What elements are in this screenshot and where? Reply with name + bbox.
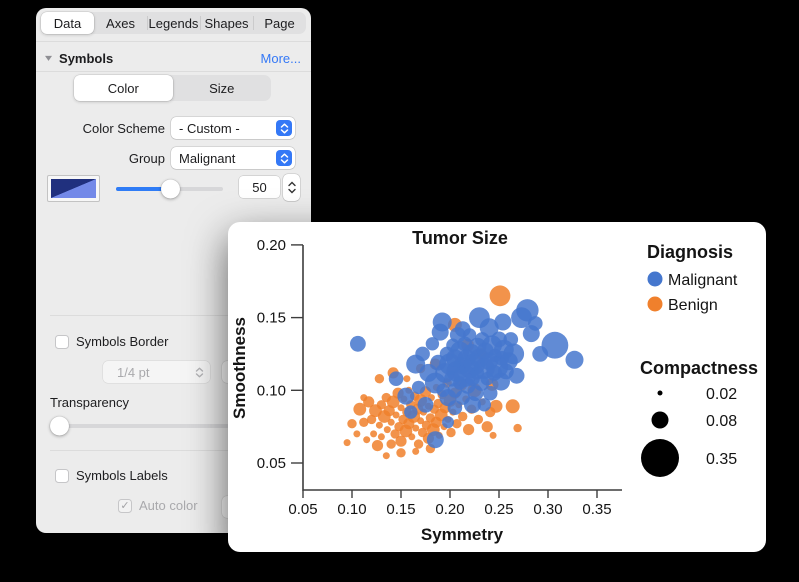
size-legend-label-medium: 0.08: [706, 413, 737, 430]
size-legend-bubble-medium: [651, 411, 669, 429]
svg-text:0.10: 0.10: [257, 382, 286, 399]
color-well[interactable]: [47, 175, 100, 202]
tab-axes[interactable]: Axes: [106, 15, 135, 31]
benign-legend-label: Benign: [668, 297, 718, 314]
color-scheme-value: - Custom -: [179, 120, 240, 136]
symbols-labels-label: Symbols Labels: [76, 468, 168, 483]
popup-arrows-icon: [276, 150, 292, 166]
size-legend-label-small: 0.02: [706, 386, 737, 403]
x-axis-ticks: 0.05 0.10 0.15 0.20 0.25 0.30 0.35: [288, 490, 612, 518]
auto-color-label: Auto color: [139, 498, 198, 513]
group-label: Group: [128, 150, 165, 166]
tab-data[interactable]: Data: [41, 12, 94, 34]
symbols-border-checkbox[interactable]: [55, 334, 69, 349]
divider: [50, 450, 311, 451]
symbols-section-header: ▾ Symbols More...: [44, 48, 301, 68]
scatter-points: [343, 285, 584, 460]
slider-fill: [116, 187, 170, 191]
color-size-segmented-control: Color Size: [74, 75, 271, 101]
chevron-down-icon[interactable]: ▾: [44, 52, 53, 64]
scatter-plot[interactable]: Tumor Size 0.05 0.10 0.15 0.20 0.25 0.30 0.35 …: [228, 222, 766, 552]
symbols-labels-checkbox[interactable]: [55, 468, 69, 483]
svg-text:0.35: 0.35: [582, 501, 611, 518]
y-axis-ticks: 0.05 0.10 0.15 0.20: [257, 237, 303, 472]
malignant-legend-marker: [647, 271, 663, 287]
auto-color-checkbox[interactable]: ✓: [118, 498, 132, 513]
diagnosis-legend-title: Diagnosis: [647, 242, 733, 262]
segment-size[interactable]: Size: [209, 80, 235, 96]
svg-text:0.05: 0.05: [288, 501, 317, 518]
symbols-border-row: Symbols Border: [55, 334, 168, 349]
divider: [36, 41, 311, 42]
tab-legends[interactable]: Legends: [147, 12, 200, 34]
group-row: Group Malignant: [36, 147, 295, 169]
transparency-slider[interactable]: [50, 416, 229, 436]
slider-thumb[interactable]: [161, 179, 180, 199]
chart-title: Tumor Size: [412, 228, 508, 248]
segment-color[interactable]: Color: [74, 75, 173, 101]
border-width-value: 1/4 pt: [117, 364, 150, 380]
symbol-size-slider[interactable]: [116, 179, 223, 199]
chart-card: Tumor Size 0.05 0.10 0.15 0.20 0.25 0.30 0.35 …: [228, 222, 766, 552]
transparency-label: Transparency: [50, 395, 129, 410]
tab-page[interactable]: Page: [253, 12, 306, 34]
more-link[interactable]: More...: [260, 50, 301, 66]
size-legend-title: Compactness: [640, 358, 758, 378]
popup-arrows-icon: [276, 120, 292, 136]
y-axis-title: Smoothness: [230, 317, 249, 419]
color-scheme-dropdown[interactable]: - Custom -: [171, 117, 295, 139]
svg-text:0.05: 0.05: [257, 455, 286, 472]
color-scheme-label: Color Scheme: [82, 120, 165, 136]
stepper-up-icon: [287, 181, 296, 187]
symbol-size-field[interactable]: 50: [239, 176, 280, 198]
svg-text:0.20: 0.20: [435, 501, 464, 518]
divider: [36, 71, 311, 72]
slider-thumb[interactable]: [50, 416, 69, 436]
svg-text:0.10: 0.10: [337, 501, 366, 518]
divider: [50, 315, 311, 316]
group-value: Malignant: [179, 150, 236, 166]
auto-color-row: ✓ Auto color: [118, 498, 198, 513]
size-legend-bubble-small: [657, 390, 663, 396]
stepper-down-icon: [287, 188, 296, 194]
size-legend-label-large: 0.35: [706, 451, 737, 468]
malignant-legend-label: Malignant: [668, 272, 738, 289]
section-title: Symbols: [59, 50, 114, 66]
tab-shapes[interactable]: Shapes: [200, 12, 253, 34]
popup-arrows-icon: [195, 367, 204, 378]
inspector-tab-bar: Data Axes Legends Shapes Page: [41, 12, 306, 34]
color-scheme-row: Color Scheme - Custom -: [36, 117, 295, 139]
color-swatch: [51, 179, 96, 198]
border-width-dropdown: 1/4 pt: [103, 361, 210, 383]
benign-legend-marker: [647, 296, 663, 312]
svg-text:0.15: 0.15: [257, 310, 286, 327]
symbol-size-stepper[interactable]: [283, 174, 300, 201]
group-dropdown[interactable]: Malignant: [171, 147, 295, 169]
size-legend-bubble-large: [641, 439, 679, 477]
symbols-border-label: Symbols Border: [76, 334, 169, 349]
svg-text:0.20: 0.20: [257, 237, 286, 254]
symbols-labels-row: Symbols Labels: [55, 468, 168, 483]
svg-text:0.15: 0.15: [386, 501, 415, 518]
x-axis-title: Symmetry: [421, 525, 504, 544]
svg-text:0.30: 0.30: [533, 501, 562, 518]
svg-text:0.25: 0.25: [484, 501, 513, 518]
